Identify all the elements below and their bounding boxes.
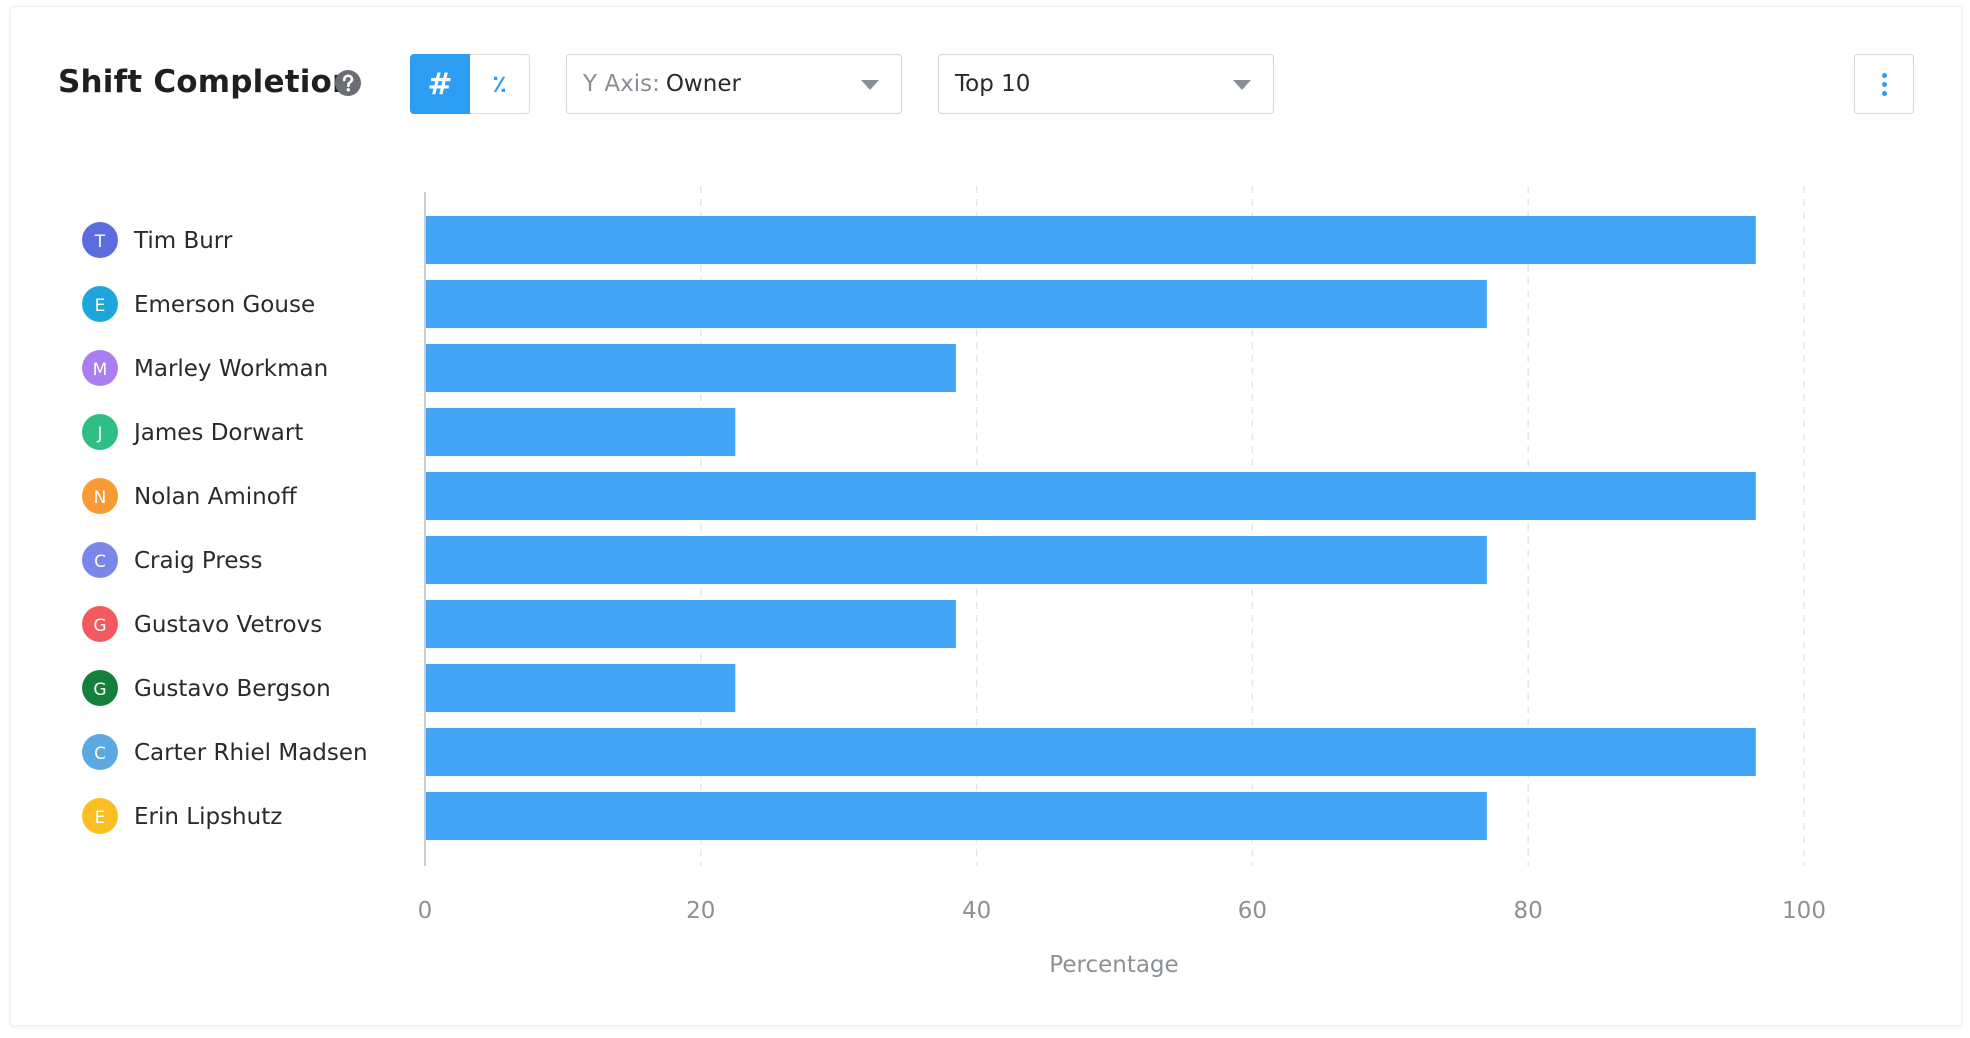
count-percent-toggle: # ٪: [410, 54, 530, 114]
bar: [426, 728, 1756, 776]
avatar-initial: G: [93, 616, 106, 636]
chevron-down-icon: [1233, 80, 1251, 90]
limit-dropdown-value: Top 10: [955, 71, 1031, 97]
bar: [426, 216, 1756, 264]
category-label: Gustavo Vetrovs: [134, 612, 322, 638]
avatar-initial: G: [93, 680, 106, 700]
avatar-initial: N: [94, 488, 107, 508]
category-label: Emerson Gouse: [134, 292, 315, 318]
x-tick-label: 100: [1782, 898, 1826, 924]
avatar: [82, 350, 118, 386]
category-label: Carter Rhiel Madsen: [134, 740, 368, 766]
category-label: James Dorwart: [132, 420, 303, 446]
bar: [426, 664, 736, 712]
avatar: [82, 670, 118, 706]
bar: [426, 600, 956, 648]
more-options-button[interactable]: [1854, 54, 1914, 114]
y-axis-dropdown-prefix: Y Axis:: [583, 71, 660, 97]
category-label: Craig Press: [134, 548, 262, 574]
avatar-initial: C: [94, 552, 106, 572]
category-label: Gustavo Bergson: [134, 676, 331, 702]
vertical-ellipsis-icon: [1881, 72, 1887, 78]
bar: [426, 536, 1487, 584]
count-mode-button[interactable]: #: [410, 54, 470, 114]
x-tick-label: 80: [1514, 898, 1543, 924]
y-axis-dropdown[interactable]: Y Axis: Owner: [566, 54, 902, 114]
x-tick-label: 0: [418, 898, 433, 924]
percent-icon: ٪: [492, 70, 507, 98]
avatar: [82, 606, 118, 642]
category-label: Marley Workman: [134, 356, 328, 382]
bar: [426, 472, 1756, 520]
chart-title: Shift Completion: [58, 64, 355, 100]
avatar: [82, 542, 118, 578]
avatar-initial: T: [94, 232, 106, 252]
avatar-initial: C: [94, 744, 106, 764]
hash-icon: #: [427, 66, 453, 102]
category-label: Erin Lipshutz: [134, 804, 282, 830]
avatar: [82, 414, 118, 450]
avatar-initial: M: [93, 360, 108, 380]
avatar: [82, 222, 118, 258]
bar: [426, 408, 736, 456]
avatar-initial: E: [95, 808, 106, 828]
percent-mode-button[interactable]: ٪: [470, 54, 530, 114]
x-axis-title: Percentage: [1049, 952, 1178, 978]
bar: [426, 280, 1487, 328]
y-axis-dropdown-value: Owner: [665, 71, 741, 97]
category-label: Nolan Aminoff: [134, 484, 298, 510]
bar: [426, 792, 1487, 840]
category-label: Tim Burr: [133, 228, 233, 254]
limit-dropdown[interactable]: Top 10: [938, 54, 1274, 114]
avatar: [82, 478, 118, 514]
x-tick-label: 20: [686, 898, 715, 924]
bar: [426, 344, 956, 392]
chevron-down-icon: [861, 80, 879, 90]
question-circle-icon[interactable]: [334, 69, 362, 97]
avatar: [82, 734, 118, 770]
x-tick-label: 40: [962, 898, 991, 924]
avatar: [82, 798, 118, 834]
avatar-initial: J: [96, 424, 102, 444]
x-tick-label: 60: [1238, 898, 1267, 924]
avatar: [82, 286, 118, 322]
avatar-initial: E: [95, 296, 106, 316]
